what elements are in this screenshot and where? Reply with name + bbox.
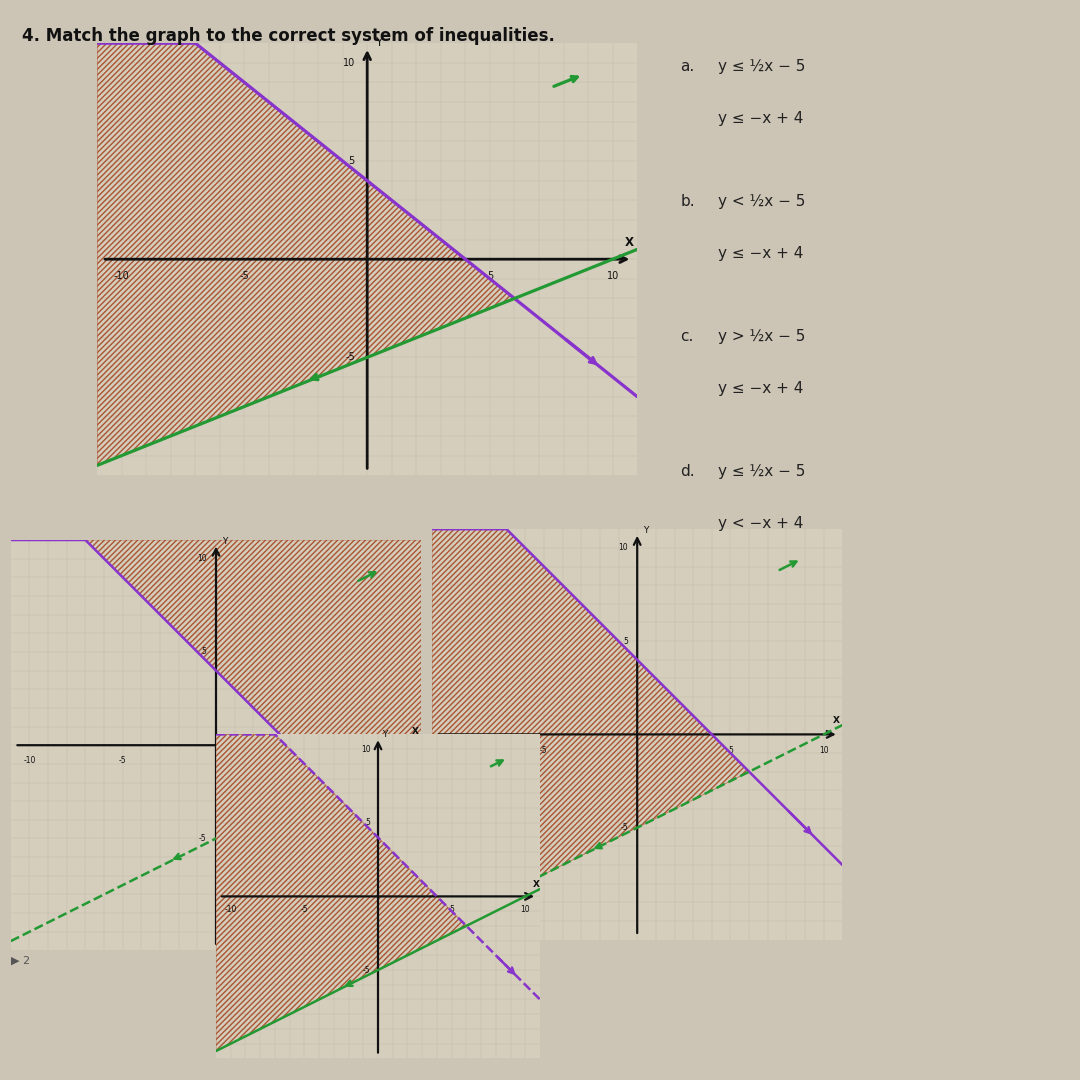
Text: 5: 5 <box>307 756 312 766</box>
Text: Y: Y <box>382 730 388 739</box>
Text: a.: a. <box>680 59 694 75</box>
Text: y < −x + 4: y < −x + 4 <box>718 516 804 531</box>
Text: 10: 10 <box>197 554 206 563</box>
Text: 5: 5 <box>366 819 370 827</box>
Text: -5: -5 <box>119 756 126 766</box>
Text: 10: 10 <box>342 58 355 68</box>
Text: b.: b. <box>680 194 696 210</box>
Text: -5: -5 <box>300 905 308 915</box>
Text: Y: Y <box>375 36 381 49</box>
Text: y ≤ ½x − 5: y ≤ ½x − 5 <box>718 59 806 75</box>
Text: 5: 5 <box>487 271 494 281</box>
Text: 5: 5 <box>449 905 454 915</box>
Text: c.: c. <box>680 329 693 345</box>
Text: 4. Match the graph to the correct system of inequalities.: 4. Match the graph to the correct system… <box>22 27 554 45</box>
Text: Y: Y <box>221 537 227 545</box>
Text: -10: -10 <box>24 756 36 766</box>
Text: y < ½x − 5: y < ½x − 5 <box>718 194 806 210</box>
Text: -5: -5 <box>363 966 370 974</box>
Text: y ≤ −x + 4: y ≤ −x + 4 <box>718 111 804 126</box>
Text: y > ½x − 5: y > ½x − 5 <box>718 329 806 345</box>
Text: 10: 10 <box>607 271 619 281</box>
Text: 5: 5 <box>349 156 355 166</box>
Text: X: X <box>532 880 540 889</box>
Text: y ≤ −x + 4: y ≤ −x + 4 <box>718 246 804 261</box>
Text: y ≤ ½x − 5: y ≤ ½x − 5 <box>718 464 806 480</box>
Text: -5: -5 <box>240 271 249 281</box>
Text: y ≤ −x + 4: y ≤ −x + 4 <box>718 381 804 396</box>
Text: 5: 5 <box>623 636 627 646</box>
Text: -5: -5 <box>620 823 627 833</box>
Text: X: X <box>411 727 419 735</box>
Text: X: X <box>625 237 634 249</box>
Text: Y: Y <box>643 526 648 535</box>
Text: d.: d. <box>680 464 696 480</box>
Text: -10: -10 <box>445 745 457 755</box>
Text: 10: 10 <box>397 756 407 766</box>
Text: -5: -5 <box>540 745 548 755</box>
Text: 10: 10 <box>361 744 370 754</box>
Text: -5: -5 <box>199 834 206 843</box>
Text: -10: -10 <box>225 905 237 915</box>
Text: 10: 10 <box>819 745 828 755</box>
Text: 10: 10 <box>618 543 627 552</box>
Text: -5: -5 <box>346 352 355 363</box>
Text: 10: 10 <box>521 905 530 915</box>
Text: ▶ 2: ▶ 2 <box>11 956 30 966</box>
Text: -10: -10 <box>113 271 130 281</box>
Text: X: X <box>833 716 840 725</box>
Text: 5: 5 <box>728 745 733 755</box>
Text: 5: 5 <box>202 647 206 657</box>
